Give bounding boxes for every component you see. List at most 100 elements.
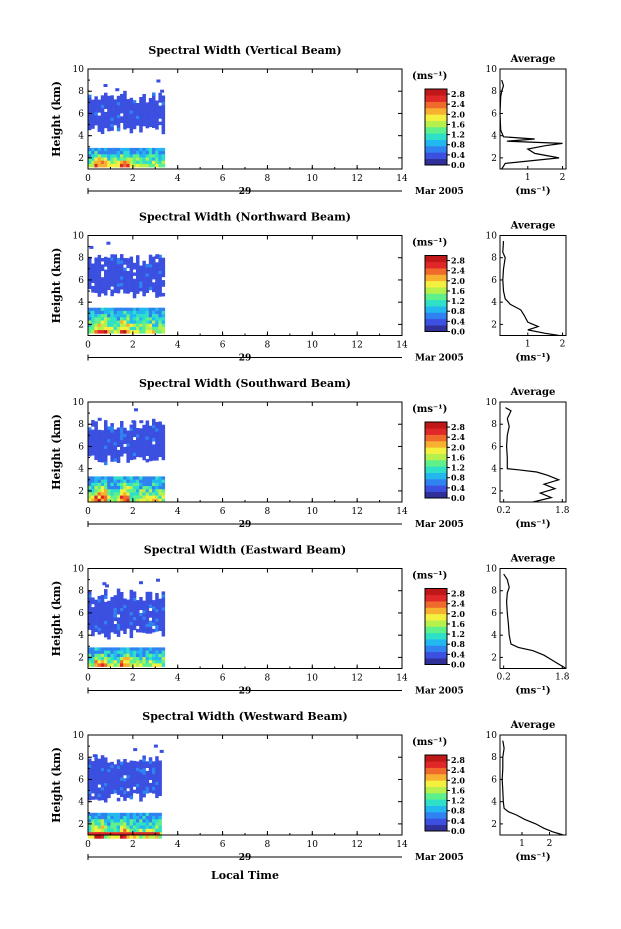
heatmap-cell (148, 160, 153, 165)
heatmap-cell (155, 271, 159, 276)
x-tick-label: 8 (265, 840, 271, 850)
heatmap-cell (91, 492, 95, 496)
heatmap-cell (107, 320, 111, 324)
heatmap-cell (136, 767, 140, 772)
heatmap-cell (94, 780, 98, 784)
heatmap-cell (139, 265, 143, 269)
heatmap-cell (110, 761, 114, 766)
heatmap-cell (123, 601, 127, 606)
heatmap-cell (123, 762, 127, 766)
heatmap-cell (139, 660, 143, 664)
average-plot-frame (499, 401, 567, 503)
heatmap-cell (129, 310, 134, 315)
heatmap-cell (104, 630, 108, 635)
heatmap-cell (129, 589, 134, 594)
heatmap-cell (155, 596, 159, 600)
heatmap-cell (88, 151, 92, 155)
heatmap-cell (113, 451, 118, 456)
heatmap-cell (91, 307, 95, 312)
heatmap-cell (113, 320, 118, 324)
heatmap-cell (116, 769, 121, 773)
heatmap-cell (91, 819, 95, 823)
heatmap-cell (145, 423, 150, 428)
heatmap-cell (113, 264, 118, 268)
heatmap-cell (97, 790, 102, 795)
heatmap-cell (126, 147, 130, 152)
heatmap-cell (97, 765, 102, 769)
heatmap-cell (139, 268, 143, 273)
y-tick-label: 4 (78, 465, 84, 475)
heatmap-cell (126, 609, 130, 613)
x-tick-label: 2 (130, 674, 136, 684)
heatmap-cell (110, 650, 114, 655)
heatmap-cell (104, 452, 108, 456)
heatmap-cell (91, 486, 95, 490)
heatmap-cell (160, 89, 165, 93)
heatmap-cell (94, 326, 98, 331)
heatmap-cell (110, 267, 114, 271)
heatmap-cell (139, 769, 143, 773)
heatmap-cell (148, 657, 153, 661)
heatmap-cell (152, 825, 156, 830)
heatmap-cell (100, 489, 105, 493)
heatmap-cell (132, 160, 137, 165)
heatmap-cell (88, 650, 92, 655)
heatmap-cell (152, 275, 156, 280)
heatmap-cell (158, 115, 162, 119)
heatmap-cell (120, 266, 124, 271)
heatmap-cell (145, 147, 150, 152)
heatmap-cell (139, 613, 143, 617)
x-tick-label: 12 (351, 674, 362, 684)
heatmap-cell (155, 113, 159, 117)
heatmap-cell (116, 797, 121, 802)
heatmap-cell (120, 647, 124, 651)
heatmap-cell (142, 613, 146, 617)
heatmap-cell (132, 314, 137, 318)
heatmap-cell (107, 769, 111, 773)
heatmap-cell (145, 835, 150, 839)
heatmap-cell (126, 440, 130, 444)
heatmap-cell (91, 112, 95, 116)
heatmap-cell (155, 122, 159, 127)
heatmap-cell (136, 835, 140, 839)
heatmap-cell (132, 601, 137, 605)
heatmap-cell (113, 283, 118, 287)
heatmap-cell (136, 157, 140, 161)
heatmap-cell (123, 657, 127, 661)
heatmap-cell (132, 106, 137, 110)
heatmap-cell (97, 455, 102, 459)
heatmap-cell (142, 320, 146, 324)
heatmap-cell (123, 778, 127, 782)
colorbar-swatch (425, 588, 447, 596)
heatmap-cell (88, 320, 92, 324)
heatmap-cell (126, 816, 130, 820)
heatmap-cell (100, 816, 105, 820)
heatmap-cell (120, 430, 124, 435)
heatmap-cell (161, 447, 166, 451)
heatmap-cell (88, 282, 92, 286)
heatmap-cell (107, 157, 111, 161)
heatmap-cell (91, 115, 95, 120)
heatmap-cell (136, 650, 140, 655)
heatmap-cell (136, 450, 140, 454)
heatmap-cell (91, 773, 95, 778)
heatmap-cell (88, 495, 92, 500)
heatmap-cell (94, 486, 98, 490)
x-tick-label: 6 (220, 674, 226, 684)
heatmap-cell (91, 767, 95, 771)
heatmap-cell (136, 261, 140, 266)
heatmap-cell (100, 130, 105, 134)
avg-x-tick-label: 0.2 (497, 506, 511, 516)
heatmap-cell (126, 476, 130, 480)
heatmap-cell (107, 489, 111, 493)
heatmap-cell (120, 100, 124, 104)
heatmap-cell (91, 495, 95, 500)
heatmap-cell (94, 492, 98, 496)
heatmap-cell (132, 783, 137, 787)
heatmap-cell (136, 476, 140, 480)
heatmap-cell (91, 273, 95, 277)
heatmap-cell (123, 479, 127, 484)
heatmap-cell (97, 283, 102, 288)
colorbar-swatch (425, 626, 447, 634)
heatmap-cell (139, 103, 143, 107)
